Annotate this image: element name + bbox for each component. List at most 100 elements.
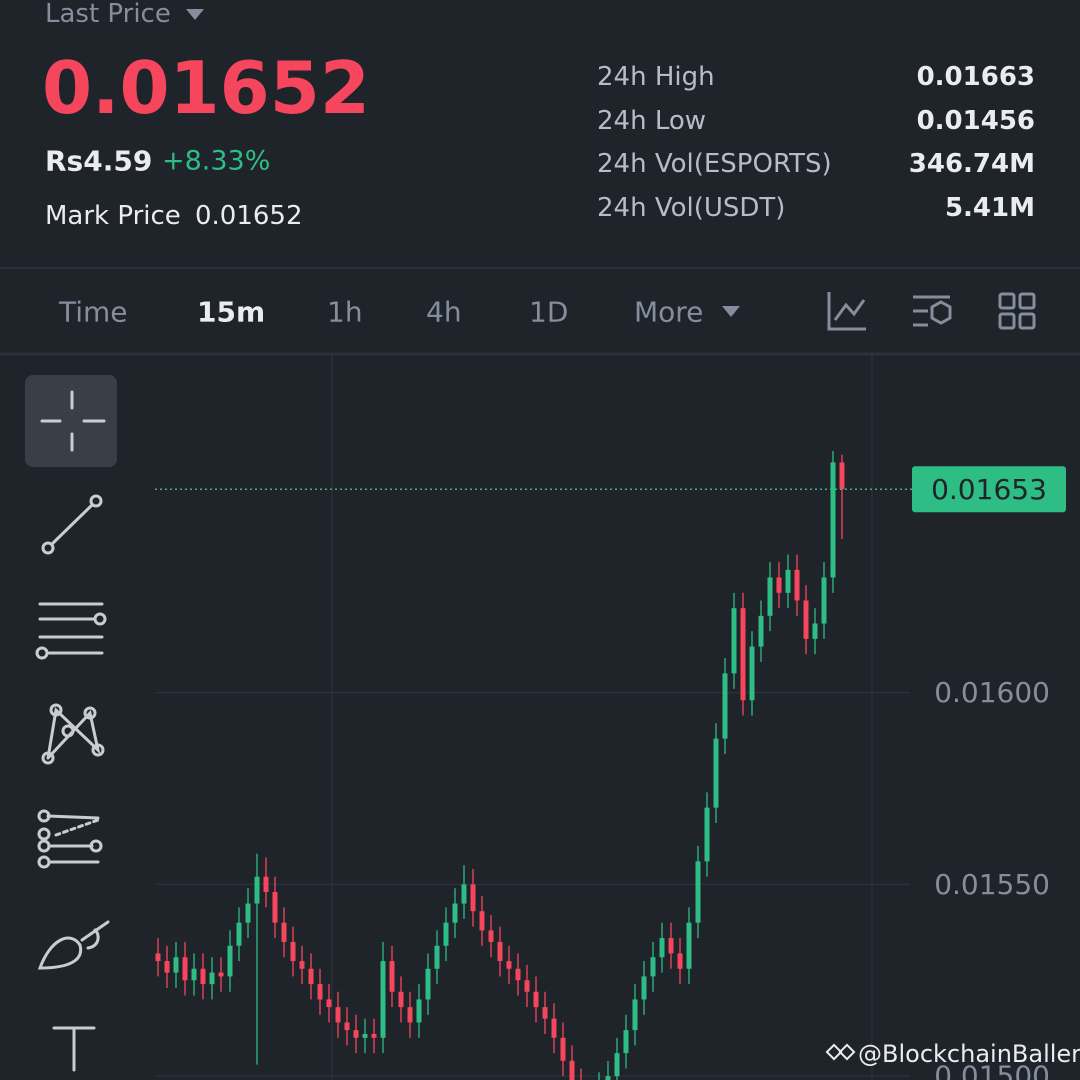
candles	[155, 450, 845, 1080]
candle-body	[470, 884, 476, 912]
dropdown-arrow[interactable]	[722, 306, 740, 317]
candle-body	[506, 961, 512, 969]
price-change: +8.33%	[162, 146, 270, 177]
candle-body	[290, 941, 296, 962]
stat-label: 24h Vol(ESPORTS)	[597, 149, 832, 179]
candle-body	[821, 577, 827, 624]
candle-body	[803, 600, 809, 639]
candle-body	[614, 1053, 620, 1077]
y-tick-label: 0.01500	[934, 1060, 1050, 1080]
tab-active[interactable]: 15m	[197, 296, 265, 329]
candle-body	[191, 968, 197, 981]
local-price: Rs4.59	[45, 145, 152, 178]
tab[interactable]: 1D	[529, 296, 568, 329]
candle-body	[839, 462, 845, 490]
tab[interactable]: 1h	[327, 296, 363, 329]
current-price-label: 0.01653	[931, 473, 1047, 506]
candle-body	[677, 953, 683, 969]
last-price-label[interactable]: Last Price	[45, 0, 171, 29]
candle-body	[353, 1030, 359, 1038]
candle-body	[371, 1033, 377, 1038]
candle-body	[794, 569, 800, 601]
candle-body	[209, 972, 215, 985]
candle-body	[272, 892, 278, 923]
candle-body	[569, 1060, 575, 1080]
stat-value: 5.41M	[945, 193, 1035, 223]
grid	[155, 691, 910, 1077]
candle-body	[767, 577, 773, 616]
watermark-logo	[825, 1043, 856, 1061]
candle-body	[362, 1033, 368, 1038]
candle-body	[668, 938, 674, 954]
candle-body	[641, 976, 647, 1000]
tab[interactable]: More	[634, 296, 703, 329]
tab[interactable]: 4h	[426, 296, 462, 329]
candle-body	[281, 922, 287, 942]
candle-body	[299, 961, 305, 969]
tool-selected-bg[interactable]	[25, 375, 117, 467]
y-tick-label: 0.01550	[934, 868, 1050, 901]
candle-body	[488, 930, 494, 942]
candle-body	[695, 861, 701, 923]
crosshair-tool[interactable]	[40, 390, 106, 452]
candle-body	[542, 1007, 548, 1019]
candle-body	[389, 961, 395, 992]
candle-body	[776, 577, 782, 593]
candle-body	[551, 1018, 557, 1038]
current-price-box	[912, 466, 1066, 513]
candle-body	[515, 968, 521, 981]
candle-body	[254, 876, 260, 904]
stat-value: 0.01663	[917, 62, 1035, 92]
parallel-tool[interactable]	[35, 602, 107, 660]
candle-body	[182, 957, 188, 981]
candle-body	[245, 903, 251, 923]
candle-body	[317, 984, 323, 1000]
candle-body	[713, 738, 719, 808]
price-axis: 0.01600 0.01550 0.01500 0.01653	[155, 466, 1066, 1080]
candle-body	[218, 972, 224, 977]
candle-body	[659, 938, 665, 958]
line-tool[interactable]	[41, 494, 103, 555]
candle-body	[704, 807, 710, 862]
fib-tool[interactable]	[37, 809, 103, 869]
candle-body	[200, 968, 206, 985]
settings-icon[interactable]	[913, 295, 952, 327]
candle-body	[623, 1030, 629, 1054]
candle-body	[335, 1007, 341, 1023]
candle-body	[443, 922, 449, 946]
candle-body	[407, 1007, 413, 1023]
candle-body	[749, 646, 755, 701]
candle-body	[524, 980, 530, 992]
watermark: @BlockchainBaller	[858, 1040, 1080, 1068]
candle-body	[461, 884, 467, 904]
candle-body	[632, 999, 638, 1031]
candle-body	[758, 615, 764, 647]
indicator-icon[interactable]	[827, 292, 866, 331]
dropdown-arrow[interactable]	[186, 9, 204, 20]
candle-body	[155, 953, 161, 962]
tab[interactable]: Time	[58, 296, 128, 329]
candle-body	[434, 945, 440, 969]
candle-body	[650, 957, 656, 977]
brush-tool[interactable]	[37, 920, 110, 970]
text-tool[interactable]	[52, 1026, 96, 1072]
candle-body	[830, 462, 836, 578]
candle-body	[497, 941, 503, 962]
candle-body	[722, 673, 728, 739]
layout-icon[interactable]	[998, 292, 1036, 330]
stat-label: 24h High	[597, 62, 715, 92]
candle-body	[263, 876, 269, 893]
candle-body	[533, 991, 539, 1008]
candle-body	[479, 911, 485, 931]
pattern-tool[interactable]	[41, 703, 105, 765]
stat-value: 0.01456	[917, 106, 1035, 136]
candle-body	[173, 957, 179, 973]
candle-body	[812, 623, 818, 639]
candle-body	[731, 608, 737, 674]
candle-body	[452, 903, 458, 923]
candle-body	[416, 999, 422, 1023]
mark-price: 0.01652	[195, 201, 303, 231]
y-tick-label: 0.01600	[934, 676, 1050, 709]
